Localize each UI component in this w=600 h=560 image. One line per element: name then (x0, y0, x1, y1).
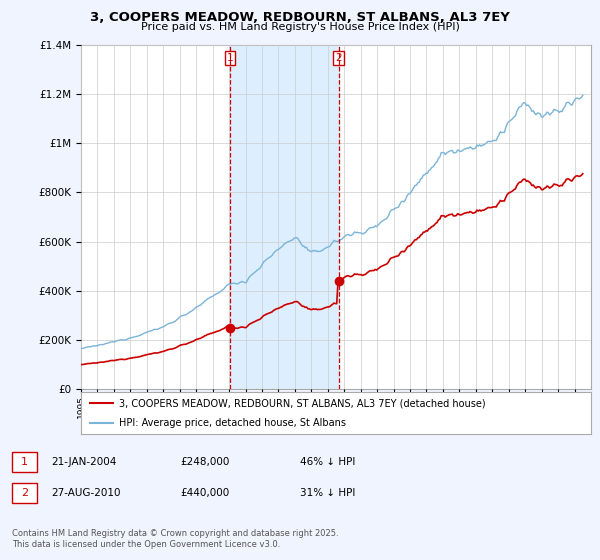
Text: 2: 2 (21, 488, 28, 498)
Text: 2: 2 (335, 53, 342, 63)
Text: 21-JAN-2004: 21-JAN-2004 (51, 457, 116, 467)
Text: 1: 1 (21, 457, 28, 467)
Text: HPI: Average price, detached house, St Albans: HPI: Average price, detached house, St A… (119, 418, 346, 428)
Text: £440,000: £440,000 (180, 488, 229, 498)
Text: 3, COOPERS MEADOW, REDBOURN, ST ALBANS, AL3 7EY (detached house): 3, COOPERS MEADOW, REDBOURN, ST ALBANS, … (119, 398, 486, 408)
Text: 1: 1 (227, 53, 233, 63)
Bar (230, 45, 338, 389)
Text: Contains HM Land Registry data © Crown copyright and database right 2025.
This d: Contains HM Land Registry data © Crown c… (12, 529, 338, 549)
Text: 46% ↓ HPI: 46% ↓ HPI (300, 457, 355, 467)
Text: 27-AUG-2010: 27-AUG-2010 (51, 488, 121, 498)
Text: 3, COOPERS MEADOW, REDBOURN, ST ALBANS, AL3 7EY: 3, COOPERS MEADOW, REDBOURN, ST ALBANS, … (90, 11, 510, 24)
Text: Price paid vs. HM Land Registry's House Price Index (HPI): Price paid vs. HM Land Registry's House … (140, 22, 460, 32)
Text: £248,000: £248,000 (180, 457, 229, 467)
Text: 31% ↓ HPI: 31% ↓ HPI (300, 488, 355, 498)
